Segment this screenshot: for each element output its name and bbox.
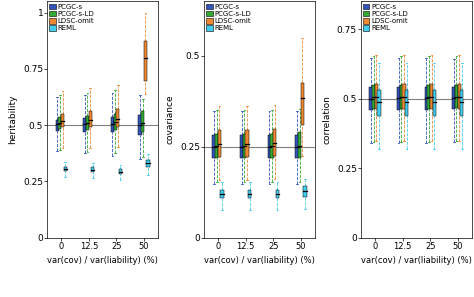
Bar bbox=[64, 167, 67, 171]
Bar bbox=[427, 85, 430, 109]
Bar bbox=[270, 134, 273, 158]
Bar bbox=[61, 114, 64, 127]
Bar bbox=[218, 130, 221, 157]
X-axis label: var(cov) / var(liability) (%): var(cov) / var(liability) (%) bbox=[361, 256, 472, 265]
Bar bbox=[400, 85, 403, 109]
Bar bbox=[212, 135, 216, 158]
Bar bbox=[55, 120, 59, 131]
Bar bbox=[83, 119, 86, 132]
Bar bbox=[377, 90, 381, 116]
Bar bbox=[243, 134, 246, 158]
Bar bbox=[374, 84, 378, 109]
Bar bbox=[276, 190, 279, 198]
Bar bbox=[425, 87, 428, 110]
Y-axis label: covariance: covariance bbox=[165, 95, 174, 144]
Bar bbox=[397, 87, 400, 110]
Bar bbox=[146, 159, 150, 167]
Bar bbox=[91, 168, 94, 172]
Bar bbox=[372, 85, 375, 109]
Bar bbox=[116, 109, 119, 127]
Bar bbox=[220, 190, 224, 198]
Bar bbox=[430, 84, 433, 109]
Bar bbox=[273, 129, 276, 156]
Bar bbox=[89, 111, 92, 127]
Legend: PCGC-s, PCGC-s-LD, LDSC-omit, REML: PCGC-s, PCGC-s-LD, LDSC-omit, REML bbox=[363, 3, 409, 32]
Y-axis label: heritability: heritability bbox=[9, 95, 18, 144]
X-axis label: var(cov) / var(liability) (%): var(cov) / var(liability) (%) bbox=[47, 256, 158, 265]
Bar bbox=[58, 117, 62, 129]
Bar bbox=[303, 186, 307, 197]
Bar bbox=[141, 111, 145, 132]
Bar bbox=[86, 116, 89, 130]
Bar bbox=[402, 84, 406, 109]
X-axis label: var(cov) / var(liability) (%): var(cov) / var(liability) (%) bbox=[204, 256, 315, 265]
Bar bbox=[295, 135, 299, 158]
Bar bbox=[248, 190, 251, 198]
Bar bbox=[144, 41, 147, 81]
Bar bbox=[452, 87, 456, 109]
Bar bbox=[433, 90, 436, 116]
Bar bbox=[405, 90, 408, 116]
Bar bbox=[455, 85, 458, 108]
Bar bbox=[138, 115, 142, 135]
Bar bbox=[301, 83, 304, 125]
Bar bbox=[215, 134, 219, 158]
Bar bbox=[369, 87, 373, 110]
Bar bbox=[246, 130, 249, 157]
Bar bbox=[113, 114, 117, 130]
Bar bbox=[298, 132, 301, 158]
Legend: PCGC-s, PCGC-s-LD, LDSC-omit, REML: PCGC-s, PCGC-s-LD, LDSC-omit, REML bbox=[49, 3, 95, 32]
Bar bbox=[268, 135, 271, 158]
Bar bbox=[460, 90, 464, 116]
Bar bbox=[111, 117, 114, 132]
Legend: PCGC-s, PCGC-s-LD, LDSC-omit, REML: PCGC-s, PCGC-s-LD, LDSC-omit, REML bbox=[206, 3, 252, 32]
Y-axis label: correlation: correlation bbox=[322, 95, 331, 144]
Bar bbox=[457, 84, 461, 109]
Bar bbox=[240, 135, 243, 158]
Bar bbox=[119, 169, 122, 174]
